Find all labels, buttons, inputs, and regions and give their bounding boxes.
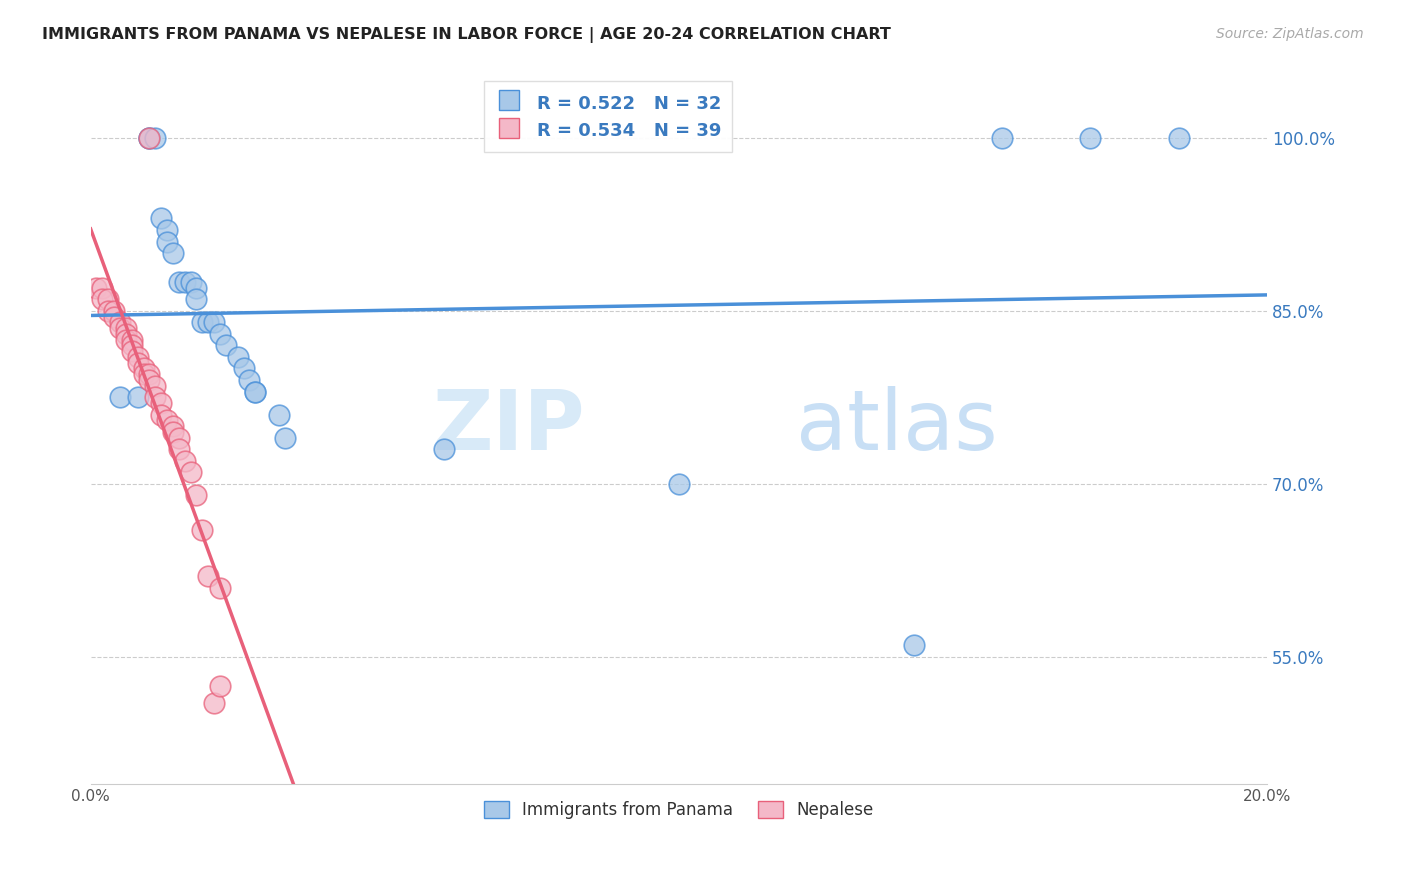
Point: [97, 292, 120, 306]
Point: [903, 638, 925, 652]
Point: [197, 569, 219, 583]
Point: [91, 281, 114, 295]
Point: [143, 390, 166, 404]
Point: [1080, 130, 1102, 145]
Point: [167, 431, 190, 445]
Point: [115, 321, 138, 335]
Point: [186, 281, 208, 295]
Point: [132, 361, 155, 376]
Point: [103, 303, 125, 318]
Point: [143, 378, 166, 392]
Point: [202, 696, 225, 710]
Point: [86, 281, 108, 295]
Point: [97, 303, 120, 318]
Text: IMMIGRANTS FROM PANAMA VS NEPALESE IN LABOR FORCE | AGE 20-24 CORRELATION CHART: IMMIGRANTS FROM PANAMA VS NEPALESE IN LA…: [42, 27, 891, 43]
Point: [108, 390, 131, 404]
Point: [173, 275, 195, 289]
Point: [162, 425, 184, 439]
Point: [127, 356, 149, 370]
Point: [138, 373, 160, 387]
Point: [167, 275, 190, 289]
Point: [156, 235, 179, 249]
Point: [173, 454, 195, 468]
Point: [150, 408, 173, 422]
Legend: Immigrants from Panama, Nepalese: Immigrants from Panama, Nepalese: [477, 794, 880, 825]
Point: [208, 679, 231, 693]
Point: [143, 130, 166, 145]
Point: [121, 333, 143, 347]
Point: [121, 344, 143, 359]
Point: [156, 413, 179, 427]
Point: [138, 130, 160, 145]
Point: [197, 315, 219, 329]
Point: [245, 384, 267, 399]
Point: [191, 523, 214, 537]
Point: [1167, 130, 1189, 145]
Point: [108, 315, 131, 329]
Point: [127, 350, 149, 364]
Point: [232, 361, 254, 376]
Point: [668, 476, 690, 491]
Point: [150, 211, 173, 226]
Point: [162, 246, 184, 260]
Point: [108, 321, 131, 335]
Point: [115, 333, 138, 347]
Point: [167, 442, 190, 457]
Point: [991, 130, 1014, 145]
Point: [138, 368, 160, 382]
Point: [238, 373, 260, 387]
Point: [121, 338, 143, 352]
Point: [132, 368, 155, 382]
Text: ZIP: ZIP: [432, 385, 585, 467]
Point: [91, 292, 114, 306]
Point: [180, 275, 202, 289]
Point: [180, 465, 202, 479]
Point: [202, 315, 225, 329]
Point: [208, 581, 231, 595]
Text: Source: ZipAtlas.com: Source: ZipAtlas.com: [1216, 27, 1364, 41]
Point: [162, 419, 184, 434]
Point: [208, 326, 231, 341]
Point: [156, 223, 179, 237]
Point: [103, 310, 125, 324]
Point: [186, 292, 208, 306]
Point: [191, 315, 214, 329]
Point: [245, 384, 267, 399]
Point: [138, 130, 160, 145]
Text: atlas: atlas: [796, 385, 998, 467]
Point: [267, 408, 290, 422]
Point: [226, 350, 249, 364]
Point: [115, 326, 138, 341]
Point: [186, 488, 208, 502]
Point: [273, 431, 295, 445]
Point: [432, 442, 454, 457]
Point: [150, 396, 173, 410]
Point: [127, 390, 149, 404]
Point: [215, 338, 238, 352]
Point: [138, 130, 160, 145]
